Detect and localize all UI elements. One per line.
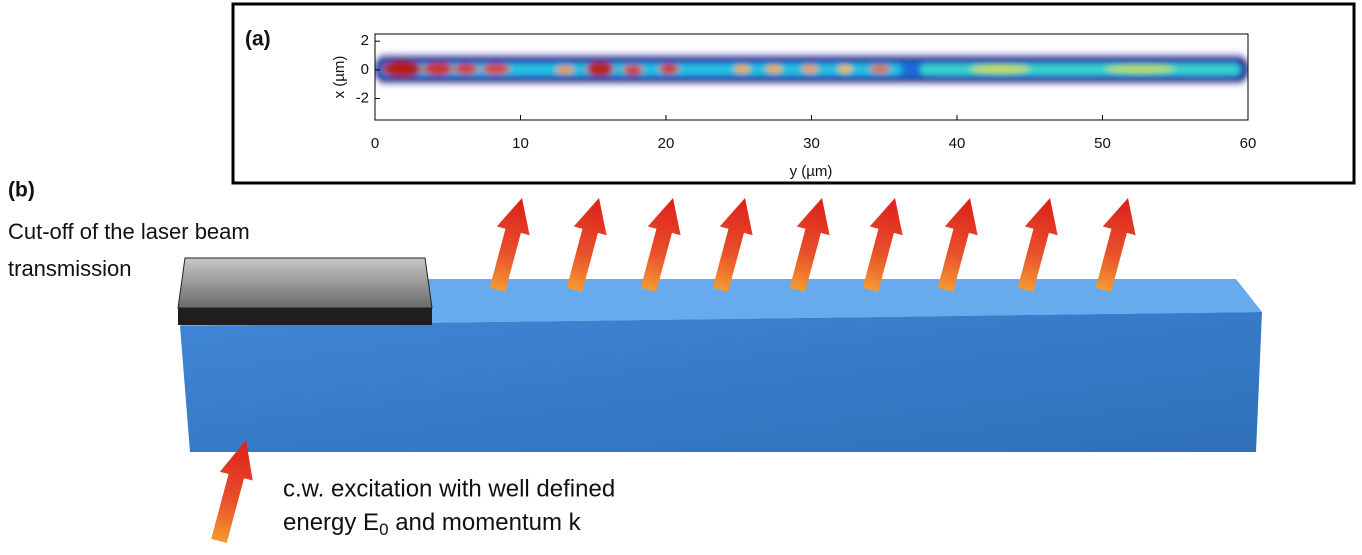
y-tick-label: 2	[361, 32, 369, 49]
excitation-label: energy E0 and momentum k	[283, 509, 582, 539]
subscript: 0	[379, 520, 388, 539]
x-tick-label: 10	[512, 135, 529, 152]
heatmap	[375, 34, 1248, 120]
y-axis-label: x (µm)	[331, 56, 348, 99]
x-tick-label: 20	[658, 135, 675, 152]
x-axis-label: y (µm)	[790, 163, 833, 180]
cutoff-label: transmission	[8, 256, 131, 281]
y-tick-label: 0	[361, 61, 369, 78]
x-tick-label: 0	[371, 135, 379, 152]
excitation-label: c.w. excitation with well defined	[283, 475, 615, 502]
panel-label: (a)	[245, 28, 271, 51]
x-tick-label: 40	[949, 135, 966, 152]
excitation-text: energy E	[283, 509, 379, 536]
excitation-text: and momentum k	[389, 509, 582, 536]
excitation-arrow	[202, 435, 263, 546]
cutoff-block-side	[178, 308, 432, 325]
panel-label: (b)	[8, 179, 35, 202]
x-tick-label: 30	[803, 135, 820, 152]
x-tick-label: 50	[1094, 135, 1111, 152]
cutoff-label: Cut-off of the laser beam	[8, 219, 250, 244]
y-tick-label: -2	[356, 89, 369, 106]
waveguide-front	[180, 312, 1262, 452]
waveguide-top	[180, 279, 1262, 326]
x-tick-label: 60	[1240, 135, 1257, 152]
cutoff-block	[177, 257, 433, 309]
